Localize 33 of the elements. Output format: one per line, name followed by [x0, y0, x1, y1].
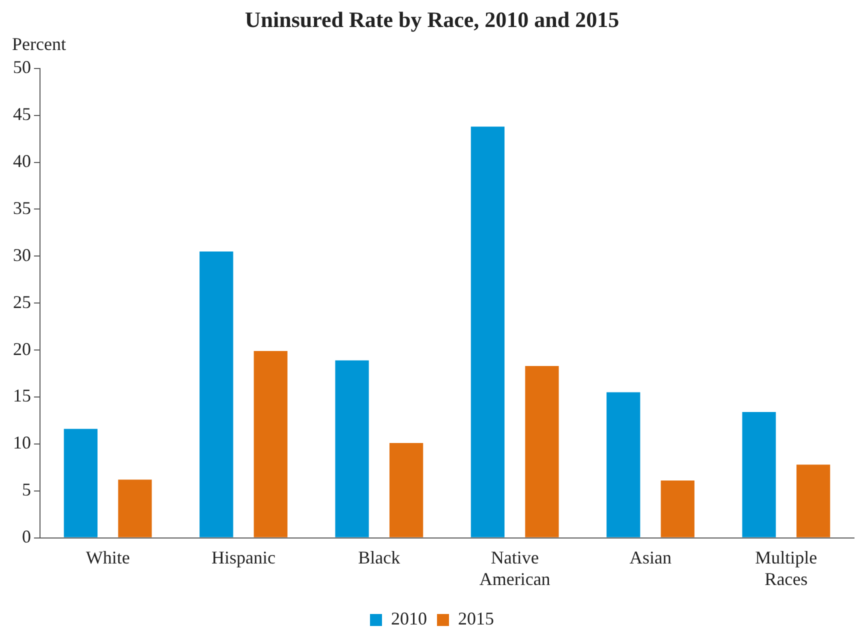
legend-label: 2010 [391, 608, 427, 629]
y-tick-label: 35 [13, 198, 31, 218]
y-tick-label: 15 [13, 386, 31, 406]
bar [470, 126, 505, 538]
y-tick-label: 0 [22, 526, 31, 547]
x-tick-label: Asian [630, 547, 672, 568]
y-axis-title: Percent [12, 34, 66, 54]
y-tick-label: 30 [13, 244, 31, 265]
x-tick-label: Black [358, 547, 400, 568]
chart-title: Uninsured Rate by Race, 2010 and 2015 [244, 6, 620, 32]
x-tick-label: White [86, 547, 130, 568]
y-tick-label: 50 [13, 57, 31, 78]
y-tick-label: 25 [13, 292, 31, 312]
bar [389, 442, 424, 538]
bar [64, 428, 98, 538]
y-tick-label: 5 [22, 480, 31, 500]
y-tick-label: 20 [13, 338, 31, 359]
x-tick-label: Native American [479, 547, 550, 589]
bar [796, 464, 830, 538]
bar [606, 392, 640, 538]
x-tick-label: Hispanic [212, 547, 276, 568]
legend-label: 2015 [458, 608, 494, 629]
bar [118, 480, 152, 538]
x-tick-label: Multiple Races [755, 547, 818, 589]
bar [742, 412, 776, 538]
y-tick-label: 40 [13, 151, 31, 172]
bar [660, 480, 694, 538]
bar [525, 366, 559, 538]
bar [254, 350, 288, 538]
bar [335, 360, 369, 538]
y-tick-label: 45 [13, 104, 31, 124]
y-tick-label: 10 [13, 432, 31, 453]
bar [200, 251, 234, 538]
